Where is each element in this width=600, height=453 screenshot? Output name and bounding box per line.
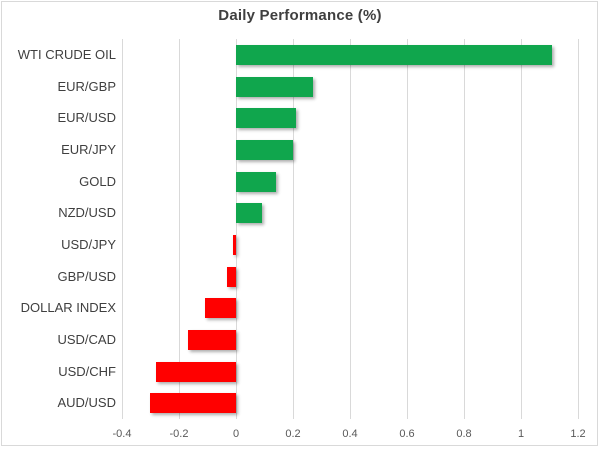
gridline--0.4 (122, 39, 123, 419)
gridline-0.6 (407, 39, 408, 419)
bar-usd-chf (156, 362, 236, 382)
bar-gold (236, 172, 276, 192)
gridline--0.2 (179, 39, 180, 419)
bar-eur-usd (236, 108, 296, 128)
category-label-usd-jpy: USD/JPY (61, 237, 116, 252)
category-label-usd-chf: USD/CHF (58, 364, 116, 379)
x-tick-label-0.6: 0.6 (399, 428, 415, 440)
category-label-eur-gbp: EUR/GBP (57, 79, 116, 94)
x-tick-label-0.4: 0.4 (342, 428, 358, 440)
bar-eur-gbp (236, 77, 313, 97)
gridline-1.2 (578, 39, 579, 419)
gridline-0.4 (350, 39, 351, 419)
gridline-1 (521, 39, 522, 419)
chart-frame (1, 1, 598, 446)
gridline-0.8 (464, 39, 465, 419)
bar-gbp-usd (227, 267, 236, 287)
x-tick-label-0.8: 0.8 (456, 428, 472, 440)
category-label-nzd-usd: NZD/USD (58, 205, 116, 220)
bar-eur-jpy (236, 140, 293, 160)
bar-aud-usd (150, 393, 236, 413)
x-tick-label-1: 1 (517, 428, 525, 440)
bar-dollar-index (205, 298, 236, 318)
x-tick-label--0.2: -0.2 (169, 428, 189, 440)
category-label-aud-usd: AUD/USD (57, 395, 116, 410)
x-tick-label-1.2: 1.2 (570, 428, 586, 440)
category-label-eur-usd: EUR/USD (57, 110, 116, 125)
gridline-0 (236, 39, 237, 419)
category-label-usd-cad: USD/CAD (57, 332, 116, 347)
bar-usd-jpy (233, 235, 236, 255)
x-tick-label-0.2: 0.2 (285, 428, 301, 440)
x-tick-label-0: 0 (232, 428, 240, 440)
category-label-wti-crude-oil: WTI CRUDE OIL (17, 47, 116, 62)
category-label-eur-jpy: EUR/JPY (61, 142, 116, 157)
bar-wti-crude-oil (236, 45, 552, 65)
bar-nzd-usd (236, 203, 262, 223)
chart-title: Daily Performance (%) (218, 7, 382, 24)
category-label-gbp-usd: GBP/USD (57, 269, 116, 284)
bar-usd-cad (188, 330, 236, 350)
category-label-gold: GOLD (79, 174, 116, 189)
category-label-dollar-index: DOLLAR INDEX (20, 300, 116, 315)
x-tick-label--0.4: -0.4 (112, 428, 132, 440)
gridline-0.2 (293, 39, 294, 419)
